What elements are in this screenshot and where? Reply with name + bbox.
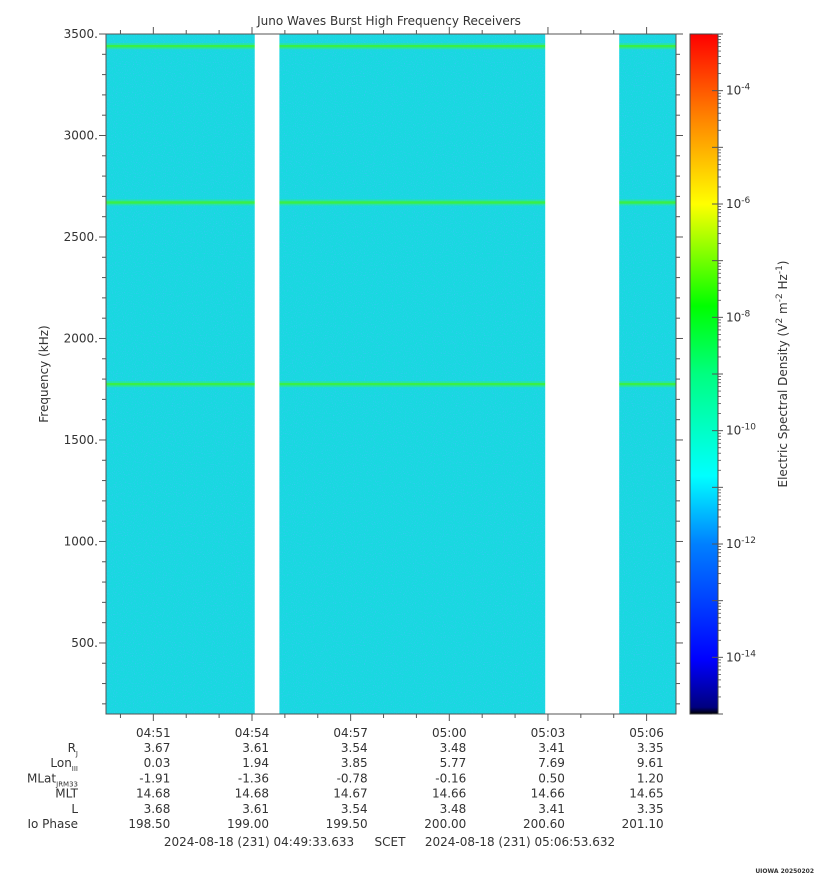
y-axis-label: Frequency (kHz) [37,325,51,422]
colorbar-label: Electric Spectral Density (V2 m-2 Hz-1) [775,260,790,487]
ephemeris-value: 1.94 [242,756,269,770]
x-tick-label: 05:06 [629,726,664,740]
ephemeris-value: 0.50 [538,771,565,785]
ephemeris-value: 5.77 [440,756,467,770]
colorbar-tick-label: 10-14 [726,649,756,664]
ephemeris-value: -0.16 [435,771,466,785]
ephemeris-value: 3.54 [341,741,368,755]
emission-line [106,44,676,48]
ephemeris-value: 3.85 [341,756,368,770]
emission-line [106,201,676,204]
ephemeris-value: 199.00 [227,817,269,831]
ephemeris-value: 14.66 [531,787,565,801]
ephemeris-value: 201.10 [622,817,664,831]
ephemeris-value: 3.48 [440,741,467,755]
y-tick-label: 500. [71,636,98,650]
ephemeris-value: 1.20 [637,771,664,785]
ephemeris-value: 7.69 [538,756,565,770]
ephemeris-value: 14.66 [432,787,466,801]
plot-frame [105,33,677,715]
ephemeris-row-label: Io Phase [27,817,78,831]
ephemeris-value: -1.36 [238,771,269,785]
ephemeris-value: 14.68 [235,787,269,801]
y-tick-label: 3000. [64,128,98,142]
ephemeris-value: 3.67 [144,741,171,755]
colorbar-tick-label: 10-4 [726,83,751,98]
footer-end-time: 2024-08-18 (231) 05:06:53.632 [425,835,615,849]
ephemeris-row-label: MLatJRM33 [27,771,78,788]
ephemeris-value: 200.60 [523,817,565,831]
chart-title: Juno Waves Burst High Frequency Receiver… [256,14,521,28]
ephemeris-value: 3.41 [538,741,565,755]
ephemeris-value: 3.68 [144,802,171,816]
y-tick-label: 1500. [64,433,98,447]
x-tick-label: 05:00 [432,726,467,740]
ephemeris-value: 200.00 [424,817,466,831]
ephemeris-value: 199.50 [326,817,368,831]
ephemeris-value: 3.61 [242,741,269,755]
y-tick-label: 1000. [64,534,98,548]
footer-start-time: 2024-08-18 (231) 04:49:33.633 [164,835,354,849]
ephemeris-value: 3.54 [341,802,368,816]
y-tick-label: 2500. [64,230,98,244]
ephemeris-value: 3.35 [637,802,664,816]
colorbar-tick-label: 10-10 [726,423,756,438]
ephemeris-value: 3.35 [637,741,664,755]
ephemeris-row-label: LonIII [50,756,78,773]
colorbar: 10-14 10-12 10-10 10-8 10-6 10-4 [689,33,756,715]
colorbar-tick-label: 10-12 [726,536,756,551]
colorbar-tick-label: 10-8 [726,309,751,324]
ephemeris-value: 14.68 [136,787,170,801]
x-axis: 04:51 04:54 04:57 05:00 05:03 05:06 [119,27,664,740]
credit-stamp: UIOWA 20250202 [755,868,814,875]
y-tick-label: 2000. [64,331,98,345]
emission-line [106,382,676,386]
ephemeris-value: 0.03 [144,756,171,770]
ephemeris-value: -1.91 [139,771,170,785]
data-gap [254,34,280,714]
ephemeris-value: 3.48 [440,802,467,816]
ephemeris-row-label: L [71,802,78,816]
ephemeris-value: 9.61 [637,756,664,770]
ephemeris-row-label: RJ [68,741,78,758]
ephemeris-value: 198.50 [128,817,170,831]
ephemeris-row-label: MLT [55,787,78,801]
ephemeris-value: 3.61 [242,802,269,816]
ephemeris-table: RJ 3.67 3.61 3.54 3.48 3.41 3.35 LonIII 0.03 1.94… [27,741,664,831]
ephemeris-value: -0.78 [337,771,368,785]
x-tick-label: 05:03 [531,726,566,740]
colorbar-tick-label: 10-6 [726,196,751,211]
ephemeris-value: 3.41 [538,802,565,816]
x-tick-label: 04:54 [235,726,270,740]
y-axis: 500. 1000. 1500. 2000. 2500. 3000. 3500. [64,27,683,705]
y-tick-label: 3500. [64,27,98,41]
data-gap [545,34,620,714]
footer-scet: SCET [375,835,407,849]
x-tick-label: 04:51 [136,726,171,740]
spectrogram-plot [105,33,677,715]
ephemeris-value: 14.67 [333,787,367,801]
ephemeris-value: 14.65 [629,787,663,801]
x-tick-label: 04:57 [333,726,368,740]
